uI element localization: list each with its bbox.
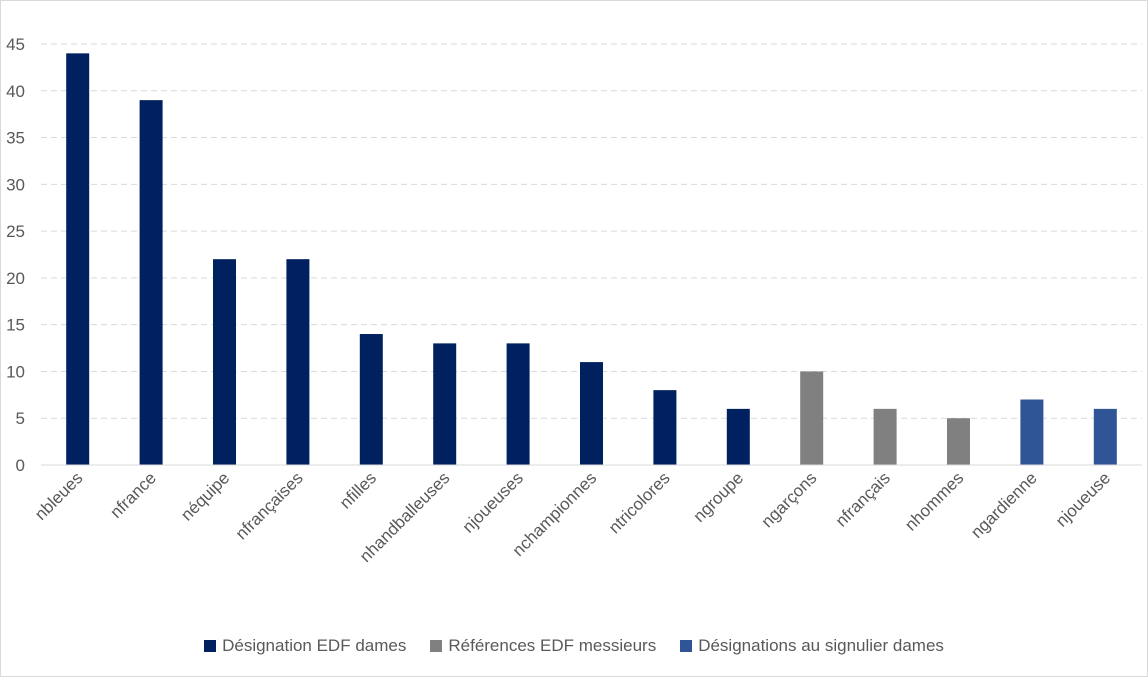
bars (66, 53, 1117, 465)
bar-nbleues (66, 53, 90, 465)
legend-item-series-3: Désignations au signulier dames (680, 636, 944, 656)
bar-nfrançais (873, 408, 897, 465)
y-tick-label-30: 30 (6, 175, 25, 194)
bar-néquipe (213, 259, 236, 465)
y-tick-label-5: 5 (16, 409, 25, 428)
bar-nfrançaises (286, 259, 310, 465)
legend: Désignation EDF dames Références EDF mes… (0, 636, 1148, 656)
x-tick-label-njoueuse: njoueuse (1052, 468, 1114, 530)
legend-swatch-series-2 (430, 640, 443, 652)
bar-ntricolores (653, 390, 677, 465)
x-tick-label-nbleues: nbleues (31, 468, 87, 524)
x-tick-label-néquipe: néquipe (177, 468, 233, 524)
bar-nhommes (947, 418, 970, 465)
bar-njoueuses (506, 343, 530, 465)
x-tick-label-ngroupe: ngroupe (690, 468, 748, 526)
y-tick-label-35: 35 (6, 129, 25, 148)
bar-nfilles (359, 334, 383, 465)
y-tick-label-0: 0 (16, 456, 25, 475)
legend-label-series-2: Références EDF messieurs (448, 636, 657, 655)
bar-nchampionnes (580, 362, 603, 465)
x-tick-label-ngardienne: ngardienne (967, 468, 1041, 542)
y-tick-label-20: 20 (6, 269, 25, 288)
bar-ngarçons (800, 371, 824, 465)
x-tick-label-nfrançais: nfrançais (832, 468, 894, 530)
y-tick-labels: 0 5 10 15 20 25 30 35 40 45 (6, 35, 25, 475)
legend-swatch-series-3 (680, 640, 693, 652)
x-tick-label-ngarçons: ngarçons (758, 468, 821, 531)
x-tick-label-ntricolores: ntricolores (605, 468, 674, 537)
legend-item-series-2: Références EDF messieurs (430, 636, 656, 656)
bar-ngroupe (726, 408, 750, 465)
y-tick-label-25: 25 (6, 222, 25, 241)
y-tick-label-40: 40 (6, 82, 25, 101)
x-tick-label-nfrance: nfrance (106, 468, 160, 522)
legend-label-series-1: Désignation EDF dames (222, 636, 407, 655)
legend-label-series-3: Désignations au signulier dames (698, 636, 944, 655)
x-tick-label-njoueuses: njoueuses (459, 468, 527, 536)
y-tick-label-10: 10 (6, 362, 25, 381)
x-tick-label-nfilles: nfilles (336, 468, 380, 512)
bar-ngardienne (1020, 399, 1044, 465)
bar-njoueuse (1093, 408, 1117, 465)
bar-nhandballeuses (433, 343, 457, 465)
bar-chart: 0 5 10 15 20 25 30 35 40 45 nbleues nfrance néquipe… (6, 35, 1142, 566)
y-tick-label-45: 45 (6, 35, 25, 54)
legend-item-series-1: Désignation EDF dames (204, 636, 406, 656)
x-tick-label-nfrançaises: nfrançaises (232, 468, 307, 543)
bar-nfrance (139, 100, 163, 465)
x-tick-label-nhommes: nhommes (901, 468, 967, 534)
y-tick-label-15: 15 (6, 316, 25, 335)
legend-swatch-series-1 (204, 640, 217, 652)
